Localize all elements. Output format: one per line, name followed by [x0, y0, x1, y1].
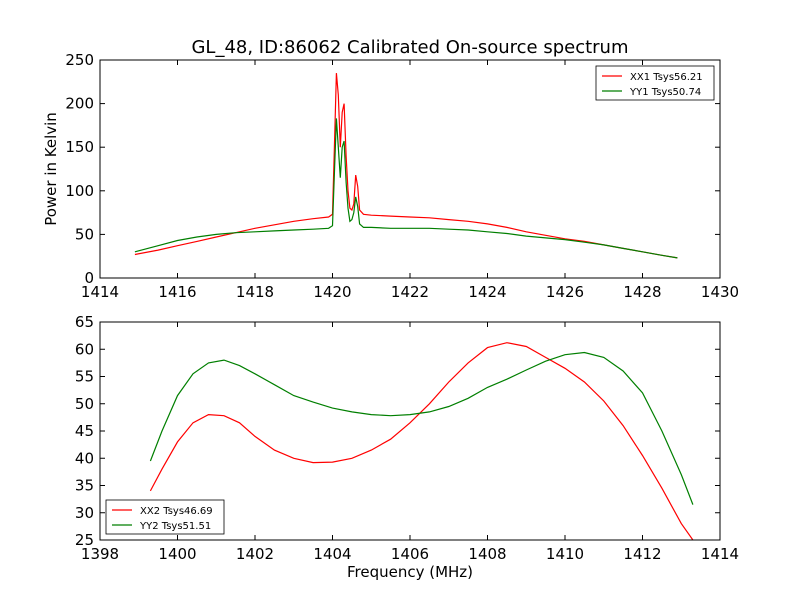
y-tick-label: 40 [75, 449, 94, 467]
y-tick-label: 250 [65, 51, 94, 69]
x-tick-label: 1428 [623, 283, 661, 301]
y-tick-label: 50 [75, 225, 94, 243]
y-tick-label: 65 [75, 313, 94, 331]
legend-label: YY2 Tsys51.51 [139, 521, 211, 532]
series-line-2 [149, 351, 694, 505]
series-line-2 [134, 118, 678, 259]
x-tick-label: 1406 [391, 545, 429, 563]
y-tick-label: 0 [84, 269, 94, 287]
y-tick-label: 55 [75, 368, 94, 386]
x-tick-label: 1414 [701, 545, 739, 563]
bottom-panel: 1398 1400 1402 1404 1406 1408 1410 1412 1414 25 30… [75, 313, 739, 581]
legend-label: XX1 Tsys56.21 [630, 72, 703, 83]
top-panel: 1414 1416 1418 1420 1422 1424 1426 1428 1430 0 50 1… [42, 51, 739, 301]
y-tick-label: 100 [65, 182, 94, 200]
x-axis-label: Frequency (MHz) [347, 563, 473, 581]
x-tick-label: 1404 [313, 545, 351, 563]
x-tick-label: 1410 [546, 545, 584, 563]
x-tick-label: 1398 [81, 545, 119, 563]
y-tick-label: 25 [75, 531, 94, 549]
y-tick-label: 35 [75, 477, 94, 495]
y-axis-label: Power in Kelvin [42, 112, 60, 226]
x-tick-label: 1408 [468, 545, 506, 563]
legend-box [595, 65, 715, 101]
y-tick-label: 60 [75, 340, 94, 358]
x-tick-label: 1430 [701, 283, 739, 301]
x-tick-label: 1412 [623, 545, 661, 563]
series-line-1 [134, 73, 678, 259]
legend-label: XX2 Tsys46.69 [140, 506, 213, 517]
y-tick-label: 30 [75, 504, 94, 522]
x-tick-label: 1414 [81, 283, 119, 301]
x-tick-label: 1422 [391, 283, 429, 301]
x-tick-label: 1416 [158, 283, 196, 301]
x-tick-label: 1424 [468, 283, 506, 301]
x-tick-label: 1418 [236, 283, 274, 301]
y-tick-label: 45 [75, 422, 94, 440]
legend: XX1 Tsys56.21 YY1 Tsys50.74 [595, 65, 715, 101]
series-line-1 [149, 342, 694, 540]
legend: XX2 Tsys46.69 YY2 Tsys51.51 [105, 499, 225, 535]
x-tick-label: 1426 [546, 283, 584, 301]
x-tick-label: 1402 [236, 545, 274, 563]
y-tick-label: 150 [65, 138, 94, 156]
legend-box [105, 499, 225, 535]
y-tick-label: 200 [65, 95, 94, 113]
legend-label: YY1 Tsys50.74 [629, 87, 701, 98]
y-tick-label: 50 [75, 395, 94, 413]
x-tick-label: 1400 [158, 545, 196, 563]
chart-title: GL_48, ID:86062 Calibrated On-source spe… [191, 37, 628, 58]
x-tick-label: 1420 [313, 283, 351, 301]
